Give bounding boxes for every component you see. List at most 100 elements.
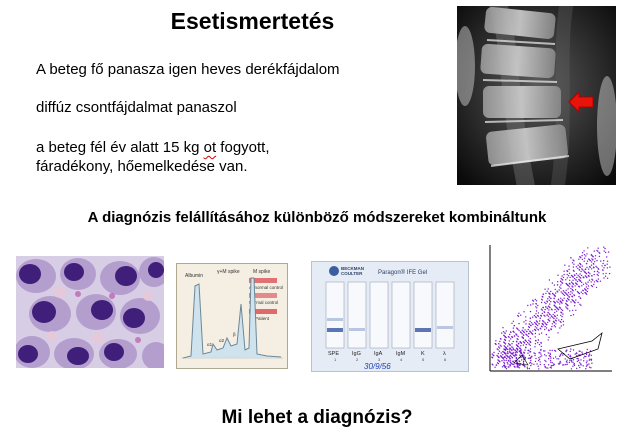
flow-dot: [500, 352, 502, 354]
flow-dot: [544, 308, 546, 311]
flow-dot: [545, 333, 548, 336]
spine-xray-image: [457, 6, 616, 185]
flow-dot: [577, 301, 579, 304]
flow-dot: [497, 355, 499, 357]
flow-dot: [534, 326, 536, 328]
flow-dot: [560, 291, 562, 293]
flow-dot: [561, 278, 563, 281]
flow-dot: [534, 352, 536, 355]
flow-dot: [516, 360, 518, 363]
flow-dot: [566, 270, 569, 273]
flow-dot: [548, 319, 550, 322]
flow-dot: [596, 249, 598, 252]
flow-dot: [527, 357, 530, 359]
case-line-weight-text: a beteg fél év alatt 15 kg: [36, 139, 200, 156]
flow-dot: [524, 346, 527, 348]
case-line-weight-tail: fogyott,: [216, 139, 270, 156]
flow-dot: [518, 312, 520, 314]
flow-dot: [572, 286, 574, 288]
flow-dot: [566, 273, 568, 276]
flow-dot: [560, 318, 563, 321]
flow-dot: [512, 340, 514, 343]
flow-dot: [547, 364, 550, 366]
flow-dot: [563, 273, 565, 276]
flow-dot: [509, 349, 511, 351]
flow-dot: [546, 307, 548, 309]
flow-dot: [534, 343, 537, 345]
flow-dot: [573, 277, 576, 280]
flow-dot: [524, 358, 527, 360]
flow-dot: [544, 315, 546, 317]
flow-dot: [502, 357, 504, 359]
flow-dot: [566, 361, 568, 363]
flow-dot: [580, 257, 582, 259]
flow-dot: [554, 311, 556, 314]
flow-dot: [585, 286, 587, 288]
flow-dot: [513, 325, 516, 327]
flow-dot: [529, 310, 532, 313]
flow-dot: [593, 283, 595, 286]
flow-dot: [540, 348, 542, 351]
flow-dot: [593, 267, 595, 269]
flow-dot: [560, 308, 563, 311]
flow-dot: [563, 291, 566, 293]
flow-dot: [561, 309, 564, 312]
flow-dot: [567, 294, 569, 297]
flow-dot: [506, 361, 508, 364]
flow-dot: [584, 288, 586, 290]
flow-dot: [570, 361, 573, 363]
ife-lane-kappa: K: [421, 351, 425, 357]
flow-dot: [560, 297, 562, 299]
flow-dot: [565, 306, 567, 308]
flow-dot: [562, 293, 565, 295]
flow-dot: [532, 300, 535, 302]
flow-dot: [585, 293, 588, 295]
flow-dot: [559, 360, 561, 363]
flow-dot: [603, 246, 605, 248]
flow-dot: [576, 360, 579, 363]
flow-dot: [550, 328, 552, 331]
flow-dot: [528, 332, 530, 335]
flow-dot: [562, 324, 565, 326]
flow-dot: [515, 357, 518, 360]
flow-dot: [521, 333, 523, 335]
flow-dot: [516, 341, 518, 343]
flow-dot: [518, 360, 520, 362]
flow-dot: [532, 323, 534, 325]
flow-dot: [581, 252, 584, 254]
flow-dot: [544, 288, 546, 290]
flow-dot: [606, 267, 609, 269]
flow-dot: [537, 342, 539, 344]
flow-dot: [588, 353, 591, 355]
flow-dot: [590, 281, 592, 283]
flow-dot: [521, 359, 523, 361]
flow-dot: [577, 274, 579, 276]
flow-dot: [538, 323, 540, 325]
flow-dot: [564, 358, 566, 360]
spep-label-patient: Patient: [255, 316, 270, 321]
flow-dot: [518, 329, 520, 332]
flow-dot: [568, 268, 570, 271]
flow-dot: [602, 269, 604, 271]
flow-dot: [571, 289, 574, 291]
flow-dot: [529, 320, 531, 323]
flow-dot: [508, 340, 510, 342]
flow-dot: [588, 272, 590, 274]
ife-heading: Paragon® IFE Gel: [378, 269, 427, 276]
flow-dot: [569, 359, 571, 362]
flow-dot: [570, 281, 573, 283]
flow-dot: [575, 266, 578, 268]
flow-dot: [548, 355, 550, 357]
flow-dot: [548, 336, 550, 338]
flow-dot: [581, 255, 583, 257]
ife-lane-num-6: 6: [444, 357, 447, 362]
flow-dot: [520, 314, 522, 316]
flow-dot: [510, 338, 512, 340]
flow-dot: [554, 308, 556, 311]
flow-dot: [502, 354, 504, 356]
flow-dot: [548, 292, 550, 294]
flow-dot: [604, 247, 606, 250]
flow-dot: [503, 362, 506, 364]
flow-dot: [593, 270, 596, 273]
flow-dot: [556, 358, 558, 360]
